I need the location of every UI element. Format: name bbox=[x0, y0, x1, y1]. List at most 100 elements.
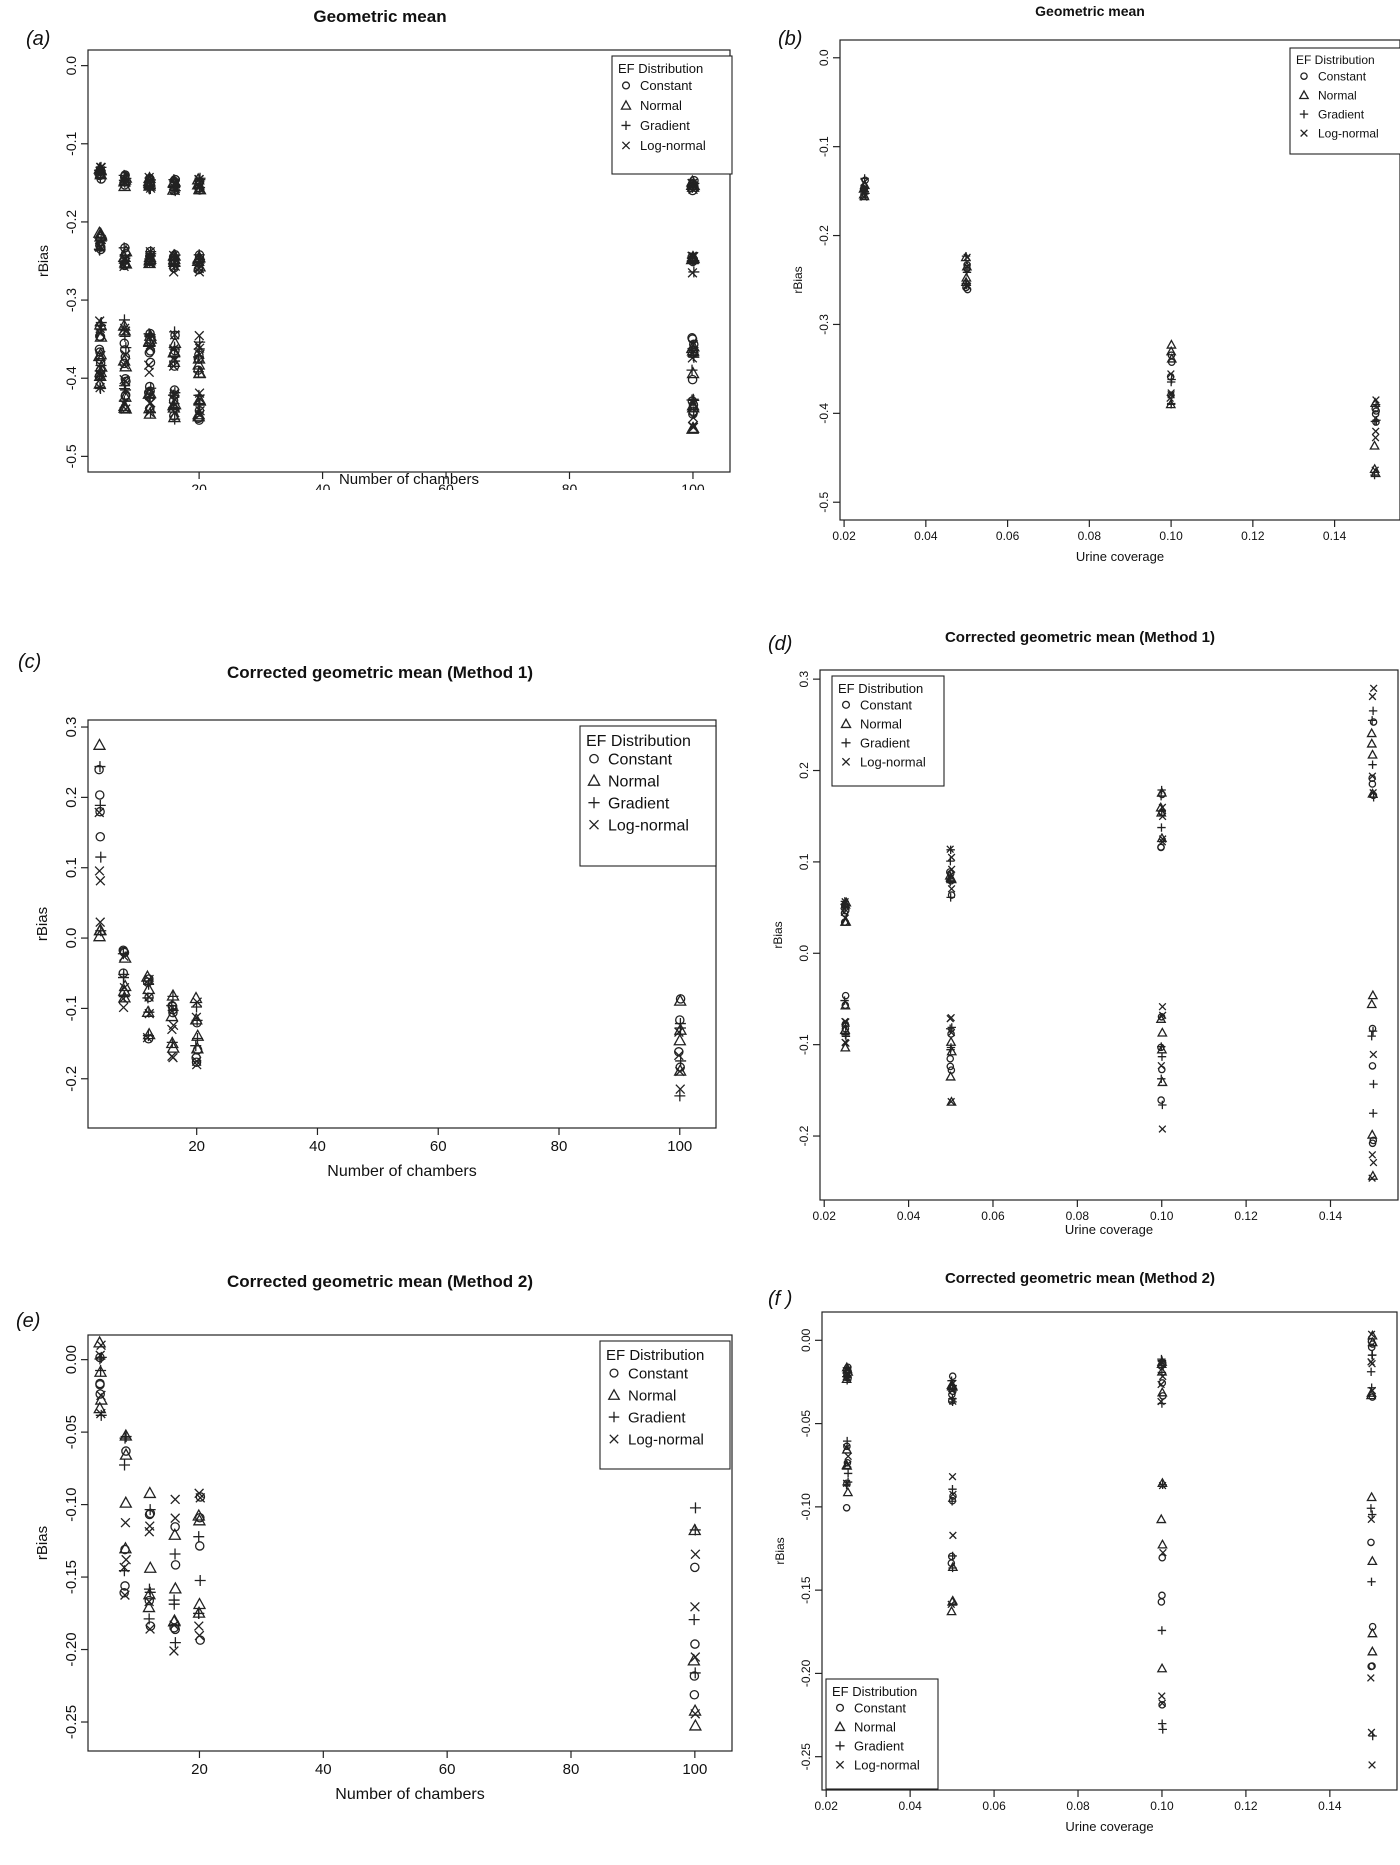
normal-point bbox=[189, 1012, 203, 1025]
x-tick-label: 40 bbox=[309, 1138, 326, 1155]
normal-point bbox=[168, 1528, 182, 1540]
gradient-point bbox=[95, 851, 107, 863]
lognormal-point bbox=[949, 1490, 957, 1499]
gradient-point bbox=[143, 1583, 155, 1595]
lognormal-point bbox=[120, 1517, 131, 1528]
constant-point bbox=[1371, 410, 1380, 418]
data-points bbox=[92, 738, 688, 1102]
lognormal-point bbox=[95, 382, 105, 393]
legend-symbol-gradient bbox=[588, 797, 600, 809]
normal-point bbox=[118, 1541, 133, 1554]
normal-point bbox=[119, 1447, 133, 1460]
lognormal-point bbox=[145, 1624, 155, 1634]
y-tick-label: 0.0 bbox=[63, 928, 80, 949]
lognormal-point bbox=[687, 421, 698, 432]
x-tick-label: 0.10 bbox=[1150, 1209, 1174, 1223]
legend-symbol-gradient bbox=[608, 1411, 620, 1423]
lognormal-point bbox=[675, 1084, 686, 1094]
x-axis-label: Urine coverage bbox=[1065, 1222, 1153, 1237]
panel-label: (c) bbox=[18, 651, 41, 673]
y-tick-label: -0.2 bbox=[63, 210, 79, 234]
gradient-point bbox=[948, 1485, 957, 1494]
panel-label: (a) bbox=[26, 28, 50, 50]
legend-entry-gradient: Gradient bbox=[640, 118, 690, 133]
legend-entry-lognormal: Log-normal bbox=[608, 817, 689, 834]
gradient-point bbox=[947, 1023, 956, 1032]
y-tick-label: -0.1 bbox=[797, 1034, 811, 1055]
lognormal-point bbox=[119, 398, 129, 409]
y-tick-label: 0.2 bbox=[63, 787, 80, 808]
gradient-point bbox=[94, 799, 106, 811]
x-tick-label: 60 bbox=[438, 481, 454, 490]
legend-title: EF Distribution bbox=[586, 733, 691, 750]
lognormal-point bbox=[948, 1397, 957, 1406]
legend-symbol-gradient bbox=[621, 120, 631, 130]
lognormal-point bbox=[145, 251, 156, 262]
legend-symbol-lognormal bbox=[621, 141, 631, 150]
lognormal-point bbox=[144, 974, 154, 985]
legend-box bbox=[825, 1678, 939, 1790]
data-points bbox=[839, 684, 1379, 1182]
gradient-point bbox=[1158, 1100, 1167, 1110]
lognormal-point bbox=[145, 179, 155, 190]
gradient-point bbox=[840, 996, 849, 1005]
lognormal-point bbox=[96, 1340, 106, 1351]
gradient-point bbox=[689, 1502, 701, 1514]
lognormal-point bbox=[95, 241, 106, 252]
lognormal-point bbox=[948, 1386, 957, 1395]
constant-point bbox=[95, 831, 106, 842]
y-tick-label: -0.15 bbox=[799, 1576, 813, 1604]
legend-symbol-constant bbox=[1300, 72, 1308, 80]
lognormal-point bbox=[1158, 812, 1167, 821]
lognormal-point bbox=[118, 993, 129, 1004]
gradient-point bbox=[1368, 1510, 1377, 1519]
gradient-point bbox=[1369, 793, 1378, 802]
constant-point bbox=[1368, 1062, 1377, 1070]
lognormal-point bbox=[674, 1066, 685, 1077]
x-axis-label: Urine coverage bbox=[1065, 1819, 1153, 1834]
normal-point bbox=[1367, 1627, 1378, 1638]
legend-symbol-normal bbox=[834, 1720, 846, 1732]
normal-point bbox=[1157, 1076, 1168, 1087]
legend-entry-normal: Normal bbox=[854, 1719, 896, 1734]
constant-point bbox=[946, 1054, 955, 1063]
gradient-point bbox=[1366, 1367, 1376, 1376]
lognormal-point bbox=[963, 253, 971, 262]
panel-a-chart: (a) Geometric mean 20 40 60 80 100 0.0 -0.1 -0.2 -… bbox=[26, 7, 733, 490]
gradient-point bbox=[686, 364, 698, 376]
lognormal-point bbox=[191, 1059, 202, 1070]
y-tick-label: -0.1 bbox=[817, 136, 831, 157]
normal-point bbox=[946, 1605, 957, 1616]
panel-label: (b) bbox=[778, 28, 802, 50]
lognormal-point bbox=[690, 1708, 701, 1719]
gradient-point bbox=[946, 893, 955, 902]
normal-point bbox=[1366, 1491, 1377, 1502]
legend-title: EF Distribution bbox=[606, 1347, 704, 1364]
lognormal-point bbox=[95, 166, 106, 176]
lognormal-point bbox=[1158, 1372, 1167, 1381]
lognormal-point bbox=[947, 884, 956, 893]
lognormal-point bbox=[145, 340, 156, 350]
lognormal-point bbox=[843, 1365, 852, 1374]
gradient-point bbox=[842, 1480, 851, 1490]
lognormal-point bbox=[169, 355, 180, 366]
gradient-point bbox=[168, 1594, 180, 1606]
plot-frame bbox=[821, 1311, 1398, 1791]
gradient-point bbox=[946, 877, 955, 887]
x-tick-label: 20 bbox=[191, 1761, 208, 1778]
x-axis-label: Number of chambers bbox=[339, 471, 479, 488]
constant-point bbox=[1367, 1343, 1376, 1352]
gradient-point bbox=[194, 399, 206, 411]
gradient-point bbox=[194, 254, 206, 266]
legend-entry-normal: Normal bbox=[640, 98, 682, 113]
x-tick-label: 20 bbox=[191, 481, 207, 490]
constant-point bbox=[94, 790, 105, 800]
gradient-point bbox=[948, 1563, 957, 1573]
lognormal-point bbox=[947, 853, 956, 862]
normal-point bbox=[165, 1009, 179, 1022]
lognormal-point bbox=[119, 374, 130, 385]
lognormal-point bbox=[94, 807, 105, 818]
y-axis-label: rBias bbox=[791, 266, 805, 293]
y-axis-label: rBias bbox=[34, 907, 51, 941]
chart-title: Geometric mean bbox=[1035, 3, 1145, 19]
